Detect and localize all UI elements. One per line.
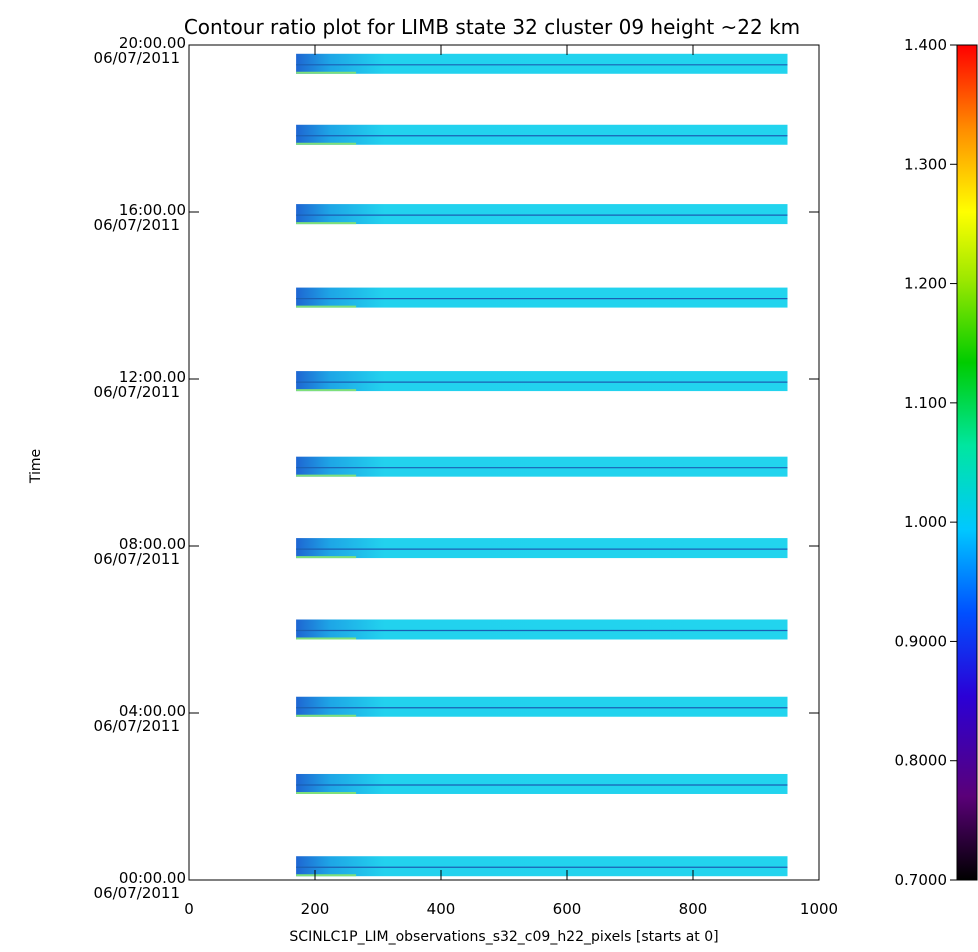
- colorbar-tick-label: 0.7000: [895, 871, 948, 889]
- data-band: [296, 204, 788, 225]
- colorbar-tick-label: 1.200: [904, 275, 947, 293]
- colorbar-tick-label: 0.8000: [895, 752, 948, 770]
- colorbar-tick-label: 1.000: [904, 513, 947, 531]
- x-tick-label: 0: [184, 900, 194, 918]
- y-tick-date: 06/07/2011: [94, 383, 180, 401]
- x-tick-label: 800: [679, 900, 708, 918]
- colorbar-tick-label: 1.300: [904, 155, 947, 173]
- colorbar-tick-label: 0.9000: [895, 632, 948, 650]
- colorbar-ticks: 0.7000 0.8000 0.9000 1.000 1.100 1.200 1.300 1.…: [895, 36, 957, 889]
- data-band: [296, 287, 788, 308]
- data-band: [296, 124, 788, 145]
- data-band: [296, 773, 788, 794]
- data-band: [296, 53, 788, 74]
- data-band: [296, 371, 788, 392]
- y-tick-time: 00:00.00: [119, 869, 186, 887]
- x-tick-label: 200: [301, 900, 330, 918]
- y-tick-date: 06/07/2011: [94, 884, 180, 902]
- y-axis-label: Time: [28, 449, 44, 484]
- colorbar-tick-label: 1.100: [904, 394, 947, 412]
- y-tick-time: 16:00.00: [119, 201, 186, 219]
- y-axis-ticks: 00:00.0006/07/201104:00.0006/07/201108:0…: [94, 34, 819, 902]
- data-band: [296, 619, 788, 640]
- y-tick-date: 06/07/2011: [94, 717, 180, 735]
- x-tick-label: 600: [553, 900, 582, 918]
- x-tick-label: 400: [427, 900, 456, 918]
- x-axis-ticks: 0 200 400 600 800 1000: [184, 45, 838, 918]
- colorbar: [956, 44, 978, 881]
- data-band: [296, 538, 788, 559]
- y-tick-time: 20:00.00: [119, 34, 186, 52]
- colorbar-tick-label: 1.400: [904, 36, 947, 54]
- data-bands: [296, 53, 788, 877]
- y-tick-time: 08:00.00: [119, 535, 186, 553]
- data-band: [296, 856, 788, 877]
- x-axis-label: SCINLC1P_LIM_observations_s32_c09_h22_pi…: [289, 929, 718, 945]
- data-band: [296, 696, 788, 717]
- y-tick-date: 06/07/2011: [94, 216, 180, 234]
- y-tick-time: 04:00.00: [119, 702, 186, 720]
- x-tick-label: 1000: [800, 900, 838, 918]
- y-tick-date: 06/07/2011: [94, 550, 180, 568]
- data-band: [296, 456, 788, 477]
- y-tick-date: 06/07/2011: [94, 49, 180, 67]
- chart-title: Contour ratio plot for LIMB state 32 clu…: [184, 15, 800, 39]
- y-tick-time: 12:00.00: [119, 368, 186, 386]
